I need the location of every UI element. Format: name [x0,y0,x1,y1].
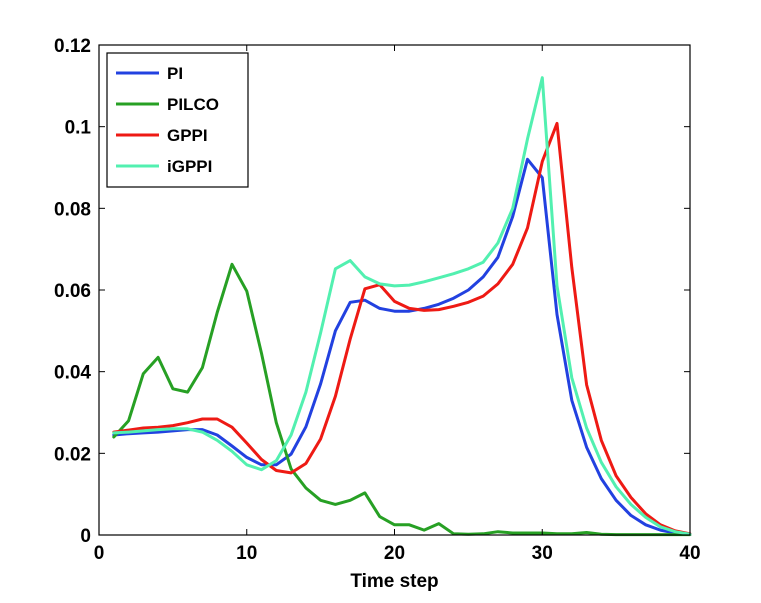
legend-label-pi: PI [167,64,183,83]
y-tick-label: 0.06 [54,281,91,302]
legend-label-igppi: iGPPI [167,157,212,176]
x-axis-label: Time step [350,571,438,592]
x-tick-label: 20 [384,543,405,564]
y-tick-label: 0.02 [54,444,91,465]
y-tick-label: 0.04 [54,363,91,384]
series-line-pi [112,157,692,536]
x-tick-label: 0 [94,543,105,564]
series-line-pilco [112,262,692,537]
x-tick-label: 30 [532,543,553,564]
series-line-gppi [112,121,692,536]
series-line-igppi [112,76,692,536]
legend-label-gppi: GPPI [167,126,208,145]
x-tick-label: 40 [679,543,700,564]
x-tick-label: 10 [236,543,257,564]
legend-label-pilco: PILCO [167,95,219,114]
y-tick-label: 0.12 [54,36,91,57]
legend: PI PILCO GPPI iGPPI [106,52,249,188]
y-tick-label: 0.1 [65,118,92,139]
y-tick-label: 0 [80,526,91,547]
ticks-layer: 0 10 20 30 40 0 0.02 0.04 0.06 0.08 0.1 0.12 [54,36,701,564]
y-tick-label: 0.08 [54,199,91,220]
series-layer [112,76,692,537]
